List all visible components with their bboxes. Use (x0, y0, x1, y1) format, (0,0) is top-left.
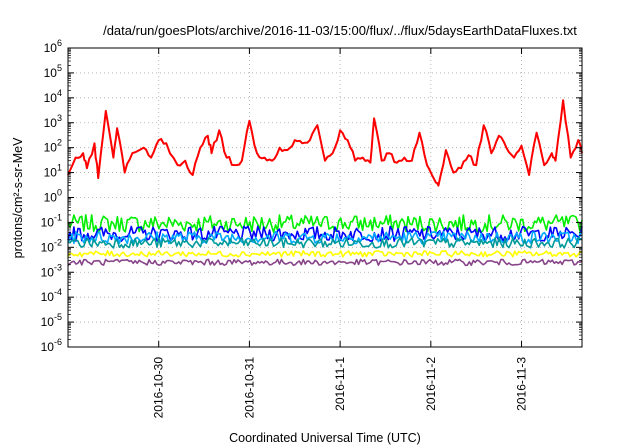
series-line (67, 250, 583, 258)
y-tick-label: 10-1 (41, 212, 62, 229)
y-tick-label: 10-3 (41, 262, 62, 279)
y-tick-label: 10-5 (41, 312, 62, 329)
y-tick-label: 106 (44, 38, 62, 55)
x-axis-ticks: 2016-10-30 2016-10-31 2016-11-1 2016-11-2 20… (152, 48, 529, 418)
series-line (67, 99, 583, 187)
y-tick-label: 10-4 (41, 287, 62, 304)
series-line (67, 237, 583, 249)
y-axis-ticks: 10-6 10-5 10-4 10-3 10-2 10-1 100 101 102 103 104 1… (41, 38, 582, 354)
y-tick-label: 104 (44, 88, 62, 105)
y-tick-label: 10-6 (41, 337, 62, 354)
y-tick-label: 102 (44, 138, 62, 155)
x-axis-title: Coordinated Universal Time (UTC) (229, 431, 421, 445)
y-axis-title: protons/cm²-s-sr-MeV (11, 137, 25, 259)
y-tick-label: 101 (44, 163, 62, 180)
chart-title: /data/run/goesPlots/archive/2016-11-03/1… (103, 23, 577, 38)
x-tick-label: 2016-10-31 (242, 357, 256, 419)
x-tick-label: 2016-11-3 (515, 357, 529, 411)
y-tick-label: 103 (44, 113, 62, 130)
x-tick-label: 2016-11-1 (333, 357, 347, 411)
series-layer (67, 99, 583, 267)
y-tick-label: 100 (44, 188, 62, 205)
series-line (67, 258, 583, 267)
y-tick-label: 10-2 (41, 237, 62, 254)
y-tick-label: 105 (44, 63, 62, 80)
series-line (67, 230, 583, 245)
x-tick-label: 2016-11-2 (424, 357, 438, 411)
series-line (67, 214, 583, 234)
grid-lines (68, 48, 582, 347)
x-tick-label: 2016-10-30 (152, 357, 166, 419)
